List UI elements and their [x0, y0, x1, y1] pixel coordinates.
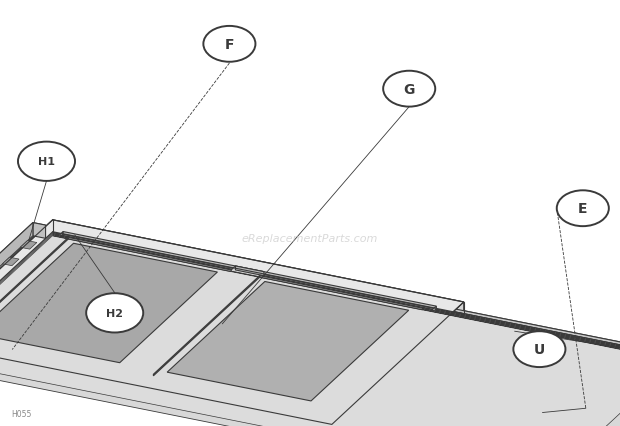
Polygon shape — [0, 232, 620, 426]
Polygon shape — [153, 276, 422, 407]
Polygon shape — [45, 233, 620, 362]
Polygon shape — [53, 220, 464, 314]
Polygon shape — [45, 235, 620, 364]
Polygon shape — [2, 258, 19, 266]
Polygon shape — [0, 237, 620, 426]
Text: eReplacementParts.com: eReplacementParts.com — [242, 233, 378, 244]
Polygon shape — [68, 238, 231, 272]
Polygon shape — [0, 244, 218, 363]
Circle shape — [383, 72, 435, 107]
Circle shape — [203, 27, 255, 63]
Polygon shape — [0, 235, 436, 415]
Polygon shape — [0, 232, 63, 341]
Polygon shape — [63, 232, 436, 309]
Polygon shape — [0, 343, 332, 426]
Polygon shape — [0, 338, 321, 415]
Text: H2: H2 — [106, 308, 123, 318]
Circle shape — [513, 331, 565, 367]
Circle shape — [557, 191, 609, 227]
Polygon shape — [0, 235, 620, 426]
Polygon shape — [0, 233, 620, 426]
Polygon shape — [40, 227, 620, 357]
Text: H055: H055 — [11, 409, 32, 418]
Polygon shape — [45, 230, 620, 360]
Polygon shape — [546, 354, 620, 426]
Polygon shape — [45, 237, 620, 366]
Polygon shape — [0, 220, 53, 354]
Polygon shape — [0, 239, 620, 426]
Polygon shape — [0, 235, 620, 426]
Polygon shape — [45, 239, 620, 368]
Polygon shape — [53, 232, 620, 357]
Text: G: G — [404, 83, 415, 96]
Polygon shape — [0, 236, 620, 426]
Polygon shape — [53, 233, 620, 358]
Polygon shape — [0, 238, 68, 338]
Text: E: E — [578, 202, 588, 216]
Polygon shape — [167, 282, 409, 401]
Polygon shape — [0, 227, 620, 426]
Polygon shape — [0, 223, 33, 273]
Circle shape — [86, 294, 143, 333]
Polygon shape — [0, 234, 620, 426]
Polygon shape — [236, 266, 264, 276]
Text: F: F — [224, 38, 234, 52]
Polygon shape — [0, 230, 620, 426]
Polygon shape — [45, 241, 620, 370]
Text: H1: H1 — [38, 157, 55, 167]
Text: U: U — [534, 343, 545, 356]
Polygon shape — [53, 236, 620, 361]
Polygon shape — [0, 241, 620, 426]
Polygon shape — [33, 223, 46, 239]
Polygon shape — [332, 302, 464, 426]
Polygon shape — [53, 234, 620, 359]
Polygon shape — [321, 306, 436, 415]
Polygon shape — [20, 241, 37, 250]
Polygon shape — [153, 276, 260, 376]
Polygon shape — [53, 235, 620, 360]
Polygon shape — [0, 233, 620, 426]
Polygon shape — [260, 276, 422, 310]
Circle shape — [18, 142, 75, 181]
Polygon shape — [121, 266, 264, 378]
Polygon shape — [0, 238, 231, 368]
Polygon shape — [0, 223, 46, 262]
Polygon shape — [0, 220, 464, 424]
